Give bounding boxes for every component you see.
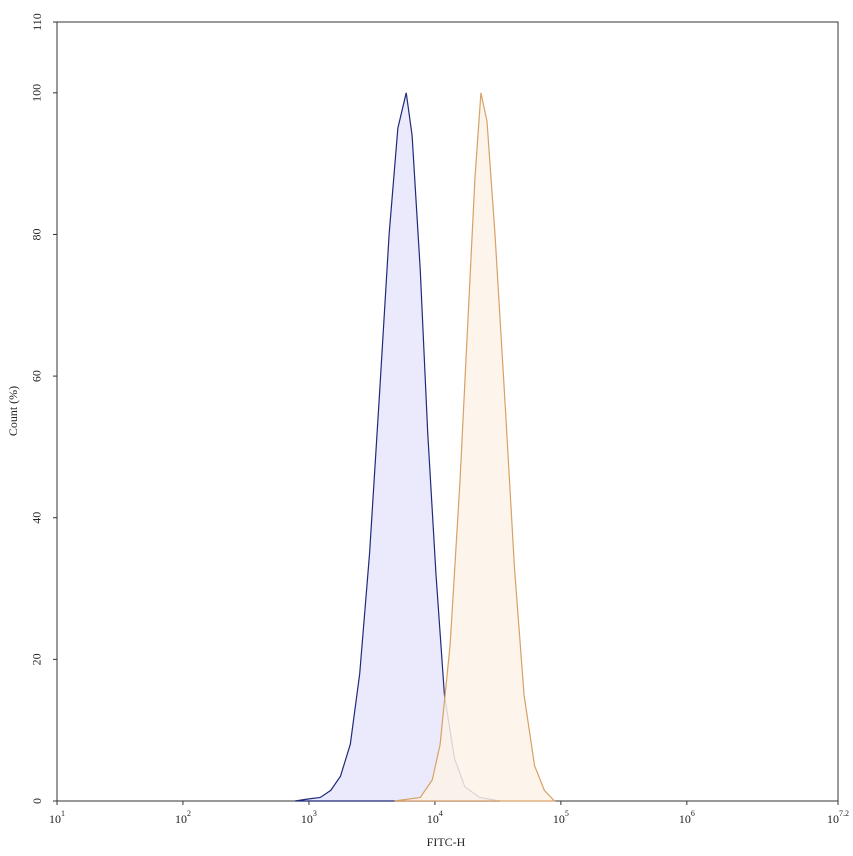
x-tick-label: 104 xyxy=(427,809,443,826)
x-tick-base: 10 xyxy=(827,812,839,826)
y-tick-label: 110 xyxy=(30,13,44,31)
x-tick-base: 10 xyxy=(301,812,313,826)
y-tick-label: 80 xyxy=(30,228,44,240)
x-tick-base: 10 xyxy=(553,812,565,826)
x-tick-exponent: 6 xyxy=(691,809,695,818)
x-tick-base: 10 xyxy=(49,812,61,826)
y-tick-label: 40 xyxy=(30,512,44,524)
x-tick-label: 107.2 xyxy=(827,809,849,826)
x-tick-label: 102 xyxy=(175,809,191,826)
x-tick-label: 106 xyxy=(679,809,695,826)
x-tick-base: 10 xyxy=(427,812,439,826)
y-tick-label: 100 xyxy=(30,84,44,102)
x-tick-label: 101 xyxy=(49,809,65,826)
x-tick-exponent: 4 xyxy=(439,809,443,818)
x-tick-base: 10 xyxy=(679,812,691,826)
x-tick-base: 10 xyxy=(175,812,187,826)
x-tick-exponent: 7.2 xyxy=(839,809,849,818)
x-tick-exponent: 5 xyxy=(565,809,569,818)
x-tick-label: 105 xyxy=(553,809,569,826)
x-tick-exponent: 3 xyxy=(313,809,317,818)
y-axis-label: Count (%) xyxy=(6,386,20,436)
y-tick-label: 20 xyxy=(30,653,44,665)
x-tick-exponent: 2 xyxy=(187,809,191,818)
x-tick-label: 103 xyxy=(301,809,317,826)
y-tick-label: 60 xyxy=(30,370,44,382)
x-tick-exponent: 1 xyxy=(61,809,65,818)
y-tick-label: 0 xyxy=(30,798,44,804)
x-axis-label: FITC-H xyxy=(427,835,466,849)
histogram-curve xyxy=(394,92,556,802)
